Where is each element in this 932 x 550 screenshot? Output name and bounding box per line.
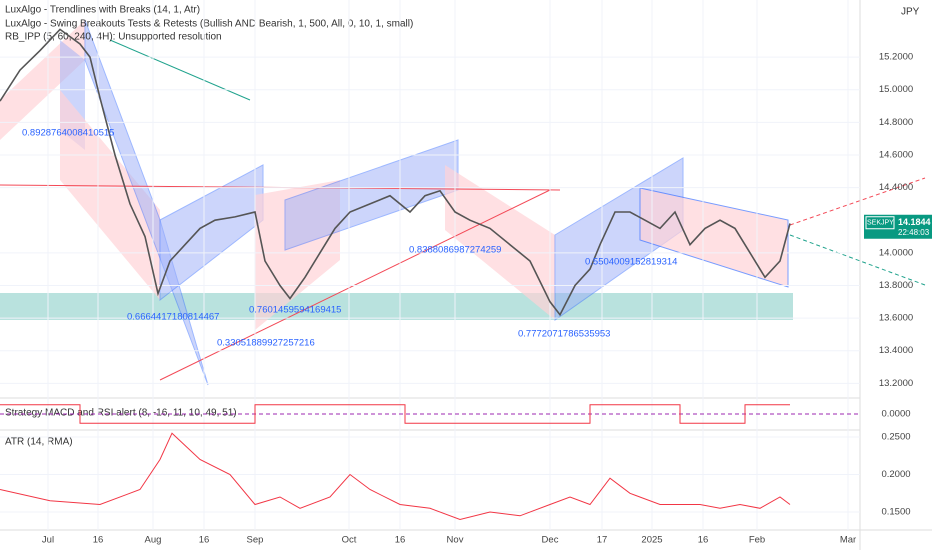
channel-label: 0.7601459594169415: [249, 305, 341, 316]
channel: [639, 187, 789, 288]
channel: [0, 20, 85, 140]
x-tick-label: 2025: [641, 535, 662, 546]
series-line: [0, 404, 790, 424]
channel-label: 0.5504009152819314: [585, 257, 677, 268]
channel: [84, 19, 209, 386]
channel-label: 0.7772071786535953: [518, 329, 610, 340]
y-tick-label: 15.0000: [879, 84, 913, 95]
x-tick-label: 16: [698, 535, 709, 546]
y-tick-label: 0.1500: [881, 507, 910, 518]
y-tick-label: 13.8000: [879, 280, 913, 291]
y-tick-label: 13.4000: [879, 345, 913, 356]
symbol-tag: [865, 216, 895, 230]
y-tick-label: 13.2000: [879, 378, 913, 389]
currency: JPY: [901, 7, 920, 18]
y-tick-label: 14.4000: [879, 182, 913, 193]
x-tick-label: 16: [199, 535, 210, 546]
y-tick-label: 0.2000: [881, 469, 910, 480]
x-tick-label: Jul: [42, 535, 54, 546]
channel-label: 0.6664417180814467: [127, 312, 219, 323]
x-tick-label: Aug: [145, 535, 162, 546]
channel-label: 0.8928764008410515: [22, 128, 114, 139]
y-tick-label: 15.2000: [879, 52, 913, 63]
series-line: [0, 28, 791, 317]
y-tick-label: 14.0000: [879, 247, 913, 258]
y-tick-label: 0.0000: [881, 409, 910, 420]
legend-line: LuxAlgo - Swing Breakouts Tests & Retest…: [5, 19, 413, 30]
channel-label: 0.33051889927257216: [217, 338, 315, 349]
legend-line: RB_IPP (5, 60, 240, 4H): Unsupported res…: [5, 32, 222, 43]
trendline: [789, 234, 926, 286]
last-price: 14.1844: [898, 217, 931, 227]
y-tick-label: 14.8000: [879, 117, 913, 128]
legend-line: LuxAlgo - Trendlines with Breaks (14, 1,…: [5, 5, 200, 16]
series-line: [0, 432, 791, 521]
symbol: SEKJPY: [867, 220, 894, 227]
y-tick-label: 14.6000: [879, 149, 913, 160]
x-tick-label: 16: [395, 535, 406, 546]
countdown: 22:48:03: [898, 228, 930, 237]
support-zone: [0, 293, 793, 320]
trendline: [789, 177, 926, 226]
x-tick-label: Oct: [342, 535, 357, 546]
x-tick-label: Nov: [447, 535, 464, 546]
channel: [255, 180, 340, 330]
y-tick-label: 13.6000: [879, 313, 913, 324]
x-tick-label: Sep: [247, 535, 264, 546]
channel-label: 0.8388086987274259: [409, 245, 501, 256]
y-tick-label: 0.2500: [881, 431, 910, 442]
x-tick-label: 17: [597, 535, 608, 546]
x-tick-label: Dec: [542, 535, 559, 546]
x-tick-label: 16: [93, 535, 104, 546]
pane-title: Strategy MACD and RSI alert (8, -16, 11,…: [5, 408, 237, 419]
channel: [445, 165, 555, 320]
channel: [60, 90, 160, 300]
x-tick-label: Mar: [840, 535, 856, 546]
pane-title: ATR (14, RMA): [5, 437, 73, 448]
x-tick-label: Feb: [749, 535, 765, 546]
